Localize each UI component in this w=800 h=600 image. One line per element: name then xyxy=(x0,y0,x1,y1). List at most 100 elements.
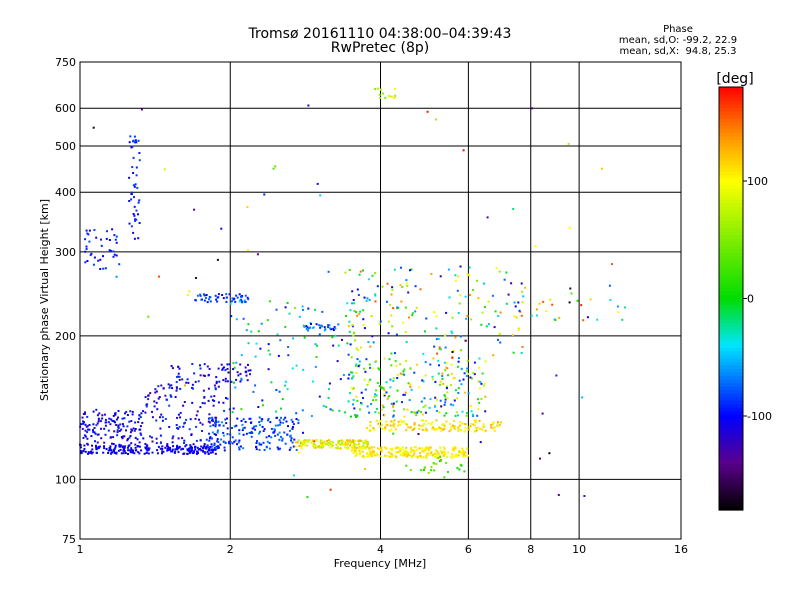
data-point xyxy=(422,419,424,422)
data-point xyxy=(128,420,131,423)
data-point xyxy=(80,451,83,454)
colorbar-segment xyxy=(719,129,743,134)
data-point xyxy=(364,446,367,449)
data-point xyxy=(423,422,426,425)
data-point xyxy=(129,135,132,138)
data-point xyxy=(209,296,212,299)
data-point xyxy=(109,448,112,451)
data-point xyxy=(377,367,380,370)
data-point xyxy=(404,422,407,425)
data-point xyxy=(133,237,136,240)
data-point xyxy=(110,418,113,421)
data-point xyxy=(293,306,296,309)
data-point xyxy=(344,411,347,414)
data-point xyxy=(380,450,383,453)
data-point xyxy=(133,185,136,188)
colorbar-segment xyxy=(719,344,743,349)
data-point xyxy=(413,427,416,430)
data-point xyxy=(183,422,186,425)
data-point xyxy=(352,451,355,454)
data-point xyxy=(485,325,488,328)
data-point xyxy=(441,375,444,377)
data-point xyxy=(410,448,413,451)
data-point xyxy=(217,420,220,423)
data-point xyxy=(596,318,599,321)
data-point xyxy=(223,366,225,369)
data-point xyxy=(411,429,414,431)
data-point xyxy=(337,323,340,326)
data-point xyxy=(453,420,456,423)
data-point xyxy=(396,373,399,376)
data-point xyxy=(405,450,408,453)
data-point xyxy=(392,402,395,405)
data-point xyxy=(482,423,485,426)
data-point xyxy=(320,324,323,327)
data-point xyxy=(435,419,438,422)
colorbar-segment xyxy=(719,361,743,367)
data-point xyxy=(370,446,373,449)
data-point xyxy=(464,295,467,298)
data-point xyxy=(266,319,269,322)
colorbar-segment xyxy=(719,372,743,377)
data-point xyxy=(217,401,220,404)
data-point xyxy=(397,424,399,427)
data-point xyxy=(407,291,410,294)
data-point xyxy=(98,418,101,421)
data-point xyxy=(291,427,294,430)
data-point xyxy=(144,411,147,414)
data-point xyxy=(399,419,402,422)
data-point xyxy=(180,448,183,451)
data-point xyxy=(224,380,227,383)
data-point xyxy=(211,431,214,434)
data-point xyxy=(222,434,225,437)
data-point xyxy=(123,417,126,420)
data-point xyxy=(233,425,236,428)
data-point xyxy=(292,423,295,426)
data-point xyxy=(357,365,360,368)
data-point xyxy=(355,371,358,374)
data-point xyxy=(402,393,405,396)
data-point xyxy=(86,442,89,445)
data-point xyxy=(212,424,215,427)
data-point xyxy=(101,417,104,420)
data-point xyxy=(608,284,611,287)
colorbar-segment xyxy=(719,139,743,145)
data-point xyxy=(421,424,424,427)
data-point xyxy=(280,435,282,438)
data-point xyxy=(107,421,110,424)
data-point xyxy=(164,418,167,420)
data-point xyxy=(252,390,255,393)
colorbar-segment xyxy=(719,280,743,286)
data-point xyxy=(276,446,279,449)
data-point xyxy=(465,317,468,320)
data-point xyxy=(203,299,206,302)
data-point xyxy=(226,433,229,436)
data-point xyxy=(457,312,460,314)
data-point xyxy=(118,443,121,446)
data-point xyxy=(90,450,92,453)
data-point xyxy=(392,415,395,418)
data-point xyxy=(405,360,408,362)
data-point xyxy=(115,235,118,238)
data-point xyxy=(120,452,123,455)
data-point xyxy=(329,443,332,446)
data-point xyxy=(101,414,104,417)
data-point xyxy=(228,408,231,411)
data-point xyxy=(391,288,394,291)
data-point xyxy=(259,347,262,350)
data-point xyxy=(216,440,219,443)
data-point xyxy=(421,450,423,453)
x-tick-label: 10 xyxy=(572,543,586,556)
data-point xyxy=(223,440,226,443)
data-point xyxy=(390,402,393,405)
data-point xyxy=(423,466,426,469)
data-point xyxy=(344,441,347,443)
data-point xyxy=(214,423,217,426)
data-point xyxy=(319,326,322,329)
data-point xyxy=(265,445,268,448)
data-point xyxy=(437,337,440,340)
data-point xyxy=(346,342,349,345)
data-point xyxy=(422,406,425,408)
data-point xyxy=(92,126,95,129)
data-point xyxy=(401,285,404,288)
